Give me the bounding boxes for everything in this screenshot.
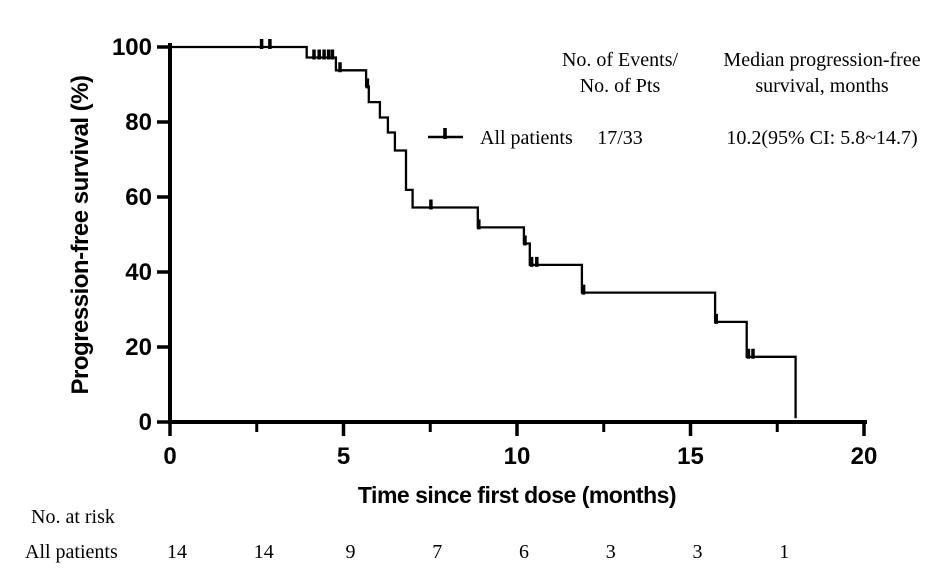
- median-header-line2: survival, months: [755, 75, 889, 97]
- risk-count: 7: [432, 541, 442, 563]
- risk-count: 6: [519, 541, 529, 563]
- legend-stats-block: No. of Events/ No. of Pts Median progres…: [428, 49, 921, 149]
- risk-table-header: No. at risk: [31, 506, 115, 528]
- km-curve-layer: [170, 39, 797, 419]
- median-value: 10.2(95% CI: 5.8~14.7): [726, 127, 917, 149]
- risk-count: 1: [779, 541, 789, 563]
- risk-counts-row: 14 14 9 7 6 3 3 1: [167, 541, 789, 563]
- legend-entry-all-patients: All patients 17/33 10.2(95% CI: 5.8~14.7…: [428, 127, 918, 149]
- risk-row-label: All patients: [25, 541, 118, 563]
- risk-count: 14: [254, 541, 274, 563]
- risk-table: No. at risk All patients 14 14 9 7 6 3 3 1: [25, 506, 789, 563]
- events-header-line2: No. of Pts: [580, 75, 661, 97]
- legend-series-label: All patients: [480, 127, 573, 149]
- y-tick-label: 60: [125, 184, 152, 211]
- risk-count: 3: [606, 541, 616, 563]
- x-tick-label: 15: [677, 443, 704, 470]
- risk-count: 3: [693, 541, 703, 563]
- x-tick-label: 0: [163, 443, 176, 470]
- y-tick-label: 20: [125, 334, 152, 361]
- y-axis-title: Progression-free survival (%): [67, 76, 94, 395]
- median-header-line1: Median progression-free: [723, 49, 920, 71]
- events-value: 17/33: [597, 127, 643, 149]
- y-tick-label: 0: [139, 409, 152, 436]
- events-header-line1: No. of Events/: [562, 49, 679, 71]
- y-tick-label: 40: [125, 259, 152, 286]
- risk-count: 9: [346, 541, 356, 563]
- risk-count: 14: [167, 541, 187, 563]
- axes-layer: 0 20 40 60 80 100 0 5 10 15 20: [112, 34, 877, 470]
- x-tick-label: 10: [504, 443, 531, 470]
- x-axis-title: Time since first dose (months): [358, 482, 676, 508]
- y-tick-label: 100: [112, 34, 152, 61]
- x-tick-label: 20: [851, 443, 878, 470]
- km-step-curve: [170, 45, 797, 419]
- x-tick-label: 5: [337, 443, 350, 470]
- y-tick-label: 80: [125, 109, 152, 136]
